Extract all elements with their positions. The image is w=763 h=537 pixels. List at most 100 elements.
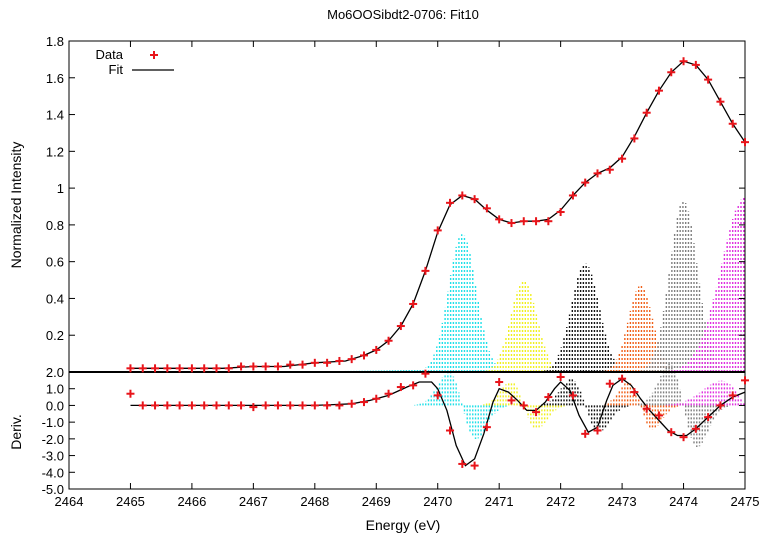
spectrum-data-point: [286, 360, 295, 369]
spectrum-data-point: [507, 219, 516, 228]
y-tick-label: -1.0: [42, 415, 64, 430]
derivative-data-point: [372, 394, 381, 403]
derivative-data-point: [667, 428, 676, 437]
y-tick-label: 1.2: [46, 144, 64, 159]
spectrum-data-point: [433, 226, 442, 235]
spectrum-data-point: [212, 364, 221, 373]
y-tick-label: 0.6: [46, 255, 64, 270]
derivative-data-point: [138, 401, 147, 410]
derivative-data-point: [593, 426, 602, 435]
derivative-data-point: [200, 401, 209, 410]
derivative-data-point: [298, 401, 307, 410]
chart-title: Mo6OOSibdt2-0706: Fit10: [327, 7, 479, 22]
top-component-peaks: [314, 197, 745, 372]
spectrum-data-point: [581, 178, 590, 187]
spectrum-data-point: [704, 75, 713, 84]
derivative-data-point: [630, 388, 639, 397]
derivative-data-point: [323, 401, 332, 410]
spectrum-series: [126, 57, 749, 373]
spectrum-data-point: [347, 355, 356, 364]
legend-data-marker: [150, 51, 158, 59]
spectrum-data-point: [310, 358, 319, 367]
derivative-data-point: [335, 401, 344, 410]
spectrum-data-point: [261, 362, 270, 371]
derivative-data-point: [421, 369, 430, 378]
x-tick-label: 2474: [669, 494, 698, 509]
y-tick-label: -3.0: [42, 449, 64, 464]
derivative-data-point: [261, 401, 270, 410]
spectrum-data-point: [335, 356, 344, 365]
derivative-data-point: [446, 426, 455, 435]
y-tick-label: 1.0: [46, 382, 64, 397]
spectrum-data-point: [409, 299, 418, 308]
derivative-data-point: [532, 408, 541, 417]
y-tick-label: 1.4: [46, 108, 64, 123]
x-tick-label: 2472: [546, 494, 575, 509]
component-peak-derivative-2: [483, 381, 565, 430]
spectrum-data-point: [630, 134, 639, 143]
derivative-data-point: [409, 381, 418, 390]
x-tick-label: 2470: [423, 494, 452, 509]
spectrum-data-point: [446, 198, 455, 207]
spectrum-data-point: [237, 362, 246, 371]
y-tick-label: -2.0: [42, 432, 64, 447]
spectrum-data-point: [568, 191, 577, 200]
component-peak-derivative-6: [665, 380, 745, 406]
legend-data-label: Data: [96, 47, 124, 62]
spectrum-data-point: [716, 97, 725, 106]
spectrum-data-point: [495, 215, 504, 224]
derivative-data-point: [507, 396, 516, 405]
spectrum-data-point: [728, 119, 737, 128]
y-tick-label: 0.0: [46, 398, 64, 413]
derivative-data-point: [495, 378, 504, 387]
derivative-data-point: [741, 376, 749, 385]
x-axis-label: Energy (eV): [366, 517, 441, 533]
y-axis-label-derivative: Deriv.: [8, 414, 24, 450]
spectrum-data-point: [470, 195, 479, 204]
derivative-data-point: [163, 401, 172, 410]
y-tick-label: 1.8: [46, 34, 64, 49]
derivative-axes: 2464 2465 2466 2467 2468 2469 2470 2471 2472 2473…: [42, 371, 760, 509]
spectrum-data-point: [654, 86, 663, 95]
derivative-data-point: [642, 404, 651, 413]
spectrum-data-point: [384, 336, 393, 345]
legend-fit-label: Fit: [109, 62, 124, 77]
derivative-data-point: [691, 424, 700, 433]
derivative-data-point: [654, 411, 663, 420]
spectrum-data-point: [482, 204, 491, 213]
y-tick-label: 0.4: [46, 291, 64, 306]
x-tick-label: 2475: [731, 494, 760, 509]
x-tick-label: 2473: [608, 494, 637, 509]
spectrum-data-point: [544, 217, 553, 226]
y-tick-label: 0.2: [46, 328, 64, 343]
spectrum-data-point: [372, 345, 381, 354]
spectrum-data-point: [532, 217, 541, 226]
derivative-data-point: [470, 461, 479, 470]
derivative-data-point: [581, 429, 590, 438]
spectrum-data-point: [618, 154, 627, 163]
x-tick-label: 2466: [177, 494, 206, 509]
derivative-data-point: [396, 383, 405, 392]
derivative-data-point: [704, 413, 713, 422]
x-tick-label: 2467: [239, 494, 268, 509]
derivative-data-point: [433, 391, 442, 400]
spectrum-data-point: [642, 108, 651, 117]
spectrum-data-point: [151, 364, 160, 373]
y-tick-label: 2.0: [46, 365, 64, 380]
x-tick-label: 2468: [300, 494, 329, 509]
spectrum-data-point: [359, 351, 368, 360]
derivative-data-point: [126, 389, 135, 398]
x-tick-label: 2471: [485, 494, 514, 509]
derivative-data-point: [237, 401, 246, 410]
derivative-data-point: [187, 401, 196, 410]
derivative-data-point: [249, 403, 258, 412]
derivative-frame: [68, 371, 746, 490]
spectrum-data-point: [667, 68, 676, 77]
derivative-data-point: [556, 373, 565, 382]
spectrum-data-point: [421, 266, 430, 275]
derivative-data-point: [175, 401, 184, 410]
derivative-data-point: [224, 401, 233, 410]
derivative-data-point: [605, 379, 614, 388]
spectrum-data-point: [323, 358, 332, 367]
